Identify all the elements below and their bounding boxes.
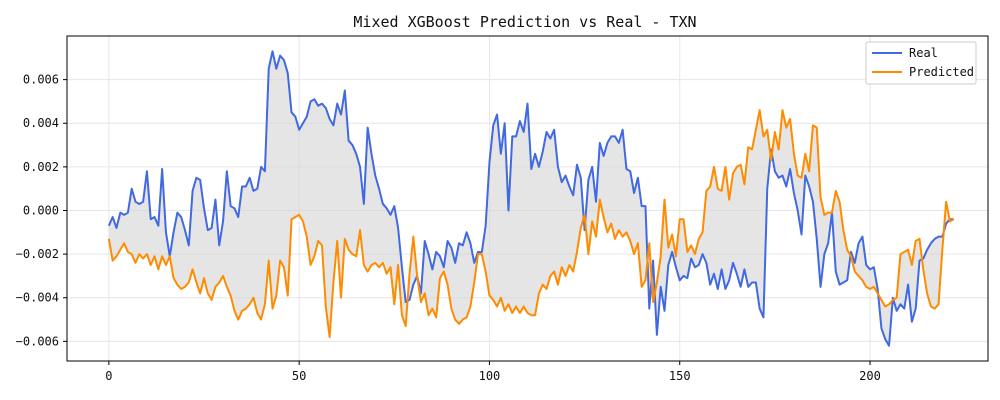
x-tick-label: 100 (479, 369, 501, 383)
series-line-predicted (107, 109, 955, 339)
legend-label-real: Real (909, 46, 938, 60)
y-tick-label: 0.000 (23, 203, 59, 217)
legend-label-predicted: Predicted (909, 65, 974, 79)
y-tick-label: 0.002 (23, 160, 59, 174)
fill-between-polygon (108, 51, 954, 346)
x-axis: 0 50 100 150 200 (105, 361, 881, 383)
y-tick-label: −0.002 (16, 247, 59, 261)
fill-between-area (108, 51, 954, 346)
x-tick-label: 0 (105, 369, 112, 383)
series-line-real (107, 50, 954, 347)
x-tick-label: 200 (859, 369, 881, 383)
y-axis: −0.006 −0.004 −0.002 0.000 0.002 0.004 0.006 (16, 73, 67, 348)
x-tick-label: 150 (669, 369, 691, 383)
chart-title: Mixed XGBoost Prediction vs Real - TXN (353, 13, 696, 31)
y-tick-label: −0.006 (16, 334, 59, 348)
x-tick-label: 50 (292, 369, 306, 383)
series-lines (107, 50, 955, 347)
legend: Real Predicted (865, 41, 977, 85)
y-tick-label: −0.004 (16, 291, 59, 305)
y-tick-label: 0.006 (23, 73, 59, 87)
plot-frame (66, 35, 989, 362)
y-tick-label: 0.004 (23, 116, 59, 130)
